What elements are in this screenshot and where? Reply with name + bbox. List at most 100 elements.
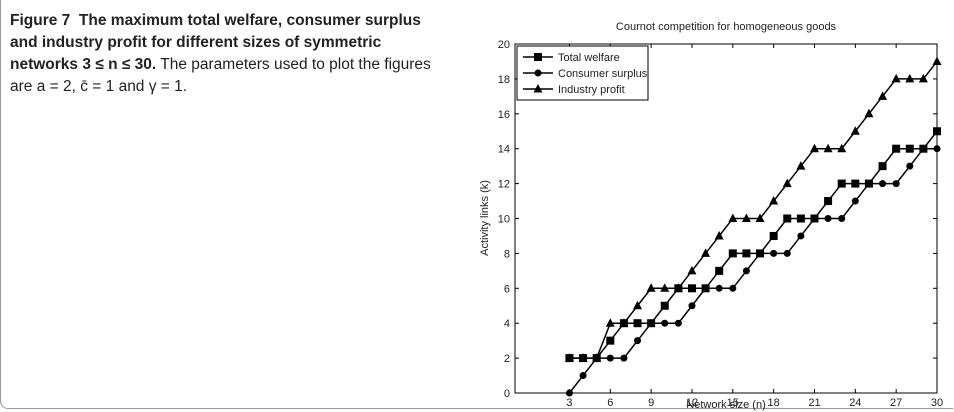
y-tick-label: 16 (498, 109, 510, 121)
caption: Figure 7 The maximum total welfare, cons… (10, 10, 450, 98)
marker (729, 284, 737, 292)
marker (620, 354, 628, 362)
legend-marker (534, 53, 542, 61)
marker (687, 284, 696, 293)
marker (756, 249, 764, 257)
marker (809, 143, 819, 153)
marker (688, 302, 696, 310)
marker (782, 178, 792, 188)
marker (619, 318, 629, 327)
marker (715, 284, 723, 292)
legend-label: Total welfare (558, 52, 620, 64)
marker (770, 249, 778, 257)
marker (647, 319, 655, 327)
y-tick-label: 4 (504, 318, 510, 330)
marker (905, 144, 914, 153)
marker (838, 215, 846, 222)
marker (906, 162, 914, 170)
marker (714, 230, 724, 240)
marker (892, 180, 900, 188)
marker (634, 337, 642, 345)
marker (728, 249, 737, 258)
y-tick-label: 18 (498, 74, 510, 86)
marker (769, 231, 778, 240)
marker (850, 126, 860, 135)
x-tick-label: 30 (931, 397, 943, 409)
marker (851, 197, 859, 205)
marker (674, 319, 682, 327)
y-tick-label: 8 (504, 248, 510, 260)
y-axis-label: Activity links (k) (479, 180, 491, 256)
marker (879, 180, 887, 188)
marker (932, 56, 942, 65)
marker (660, 283, 670, 292)
x-tick-label: 18 (768, 397, 780, 409)
series-line (569, 60, 938, 359)
marker (606, 354, 614, 362)
caption-title: The maximum total welfare, consumer surp… (10, 12, 421, 73)
y-tick-label: 20 (498, 39, 510, 51)
marker (783, 214, 792, 223)
series-line (569, 130, 938, 359)
marker (741, 213, 751, 222)
caption-text: The parameters used to plot the figures … (10, 56, 431, 95)
marker (646, 283, 656, 292)
y-tick-label: 10 (498, 214, 510, 226)
marker (592, 353, 602, 362)
marker (796, 214, 805, 223)
marker (933, 145, 941, 153)
marker (661, 319, 669, 327)
x-tick-label: 27 (890, 397, 902, 409)
marker (578, 353, 588, 362)
legend-marker (533, 84, 543, 93)
marker (769, 196, 779, 205)
marker (878, 91, 888, 100)
marker (824, 197, 833, 206)
marker (864, 108, 874, 118)
marker (702, 284, 710, 292)
marker (891, 73, 901, 83)
marker (851, 179, 860, 188)
marker (742, 267, 750, 275)
marker (633, 300, 643, 310)
marker (633, 319, 642, 328)
marker (605, 318, 615, 327)
marker (918, 73, 928, 83)
legend-marker (534, 69, 542, 77)
marker (796, 161, 806, 170)
marker (878, 162, 887, 171)
marker (865, 180, 873, 188)
x-axis-label: Network size (n) (686, 399, 765, 411)
legend-label: Consumer surplus (558, 68, 648, 80)
series-line (568, 147, 937, 394)
marker (687, 265, 697, 275)
marker (783, 249, 791, 257)
marker (837, 179, 846, 188)
y-tick-label: 2 (504, 353, 510, 365)
y-tick-label: 6 (504, 283, 510, 295)
marker (755, 213, 765, 222)
marker (824, 215, 832, 222)
marker (742, 249, 751, 258)
marker (837, 143, 847, 153)
marker (797, 232, 805, 240)
marker (715, 266, 724, 275)
marker (933, 127, 941, 136)
y-tick-label: 12 (498, 179, 510, 191)
marker (660, 301, 669, 310)
y-tick-label: 0 (504, 388, 510, 400)
caption-label: Figure 7 (10, 12, 71, 29)
marker (823, 143, 833, 153)
marker (565, 389, 573, 397)
x-tick-label: 3 (566, 397, 572, 409)
marker (606, 336, 615, 345)
marker (579, 372, 587, 380)
legend-label: Industry profit (558, 84, 625, 96)
marker (728, 213, 738, 222)
x-tick-label: 21 (808, 397, 820, 409)
marker (919, 145, 927, 153)
x-tick-label: 9 (648, 397, 654, 409)
